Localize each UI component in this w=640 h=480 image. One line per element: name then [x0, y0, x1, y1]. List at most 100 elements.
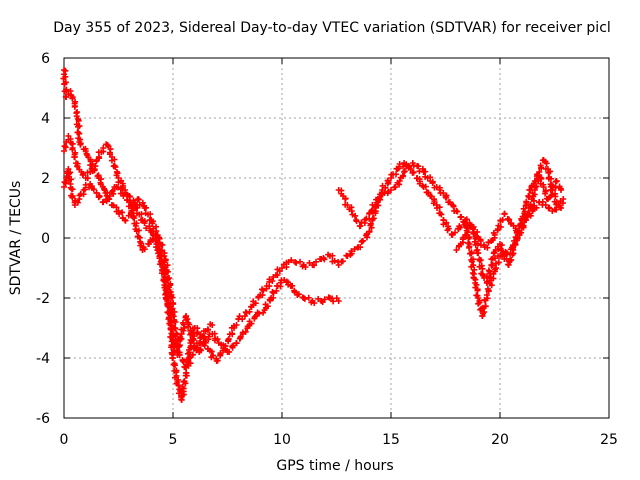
data-point: [454, 208, 461, 215]
data-point: [436, 204, 443, 211]
data-point: [197, 340, 204, 347]
data-point: [135, 196, 142, 203]
data-point: [183, 369, 190, 376]
data-point: [71, 103, 78, 110]
data-point: [246, 308, 253, 315]
y-tick-label: -6: [36, 411, 50, 427]
data-point: [511, 237, 518, 244]
data-point: [466, 234, 473, 241]
data-point: [112, 164, 119, 171]
data-point: [161, 282, 168, 289]
data-point: [330, 298, 337, 305]
data-point: [161, 253, 168, 259]
data-point: [138, 211, 145, 218]
data-point: [344, 202, 351, 208]
data-point: [305, 294, 312, 301]
data-point: [73, 113, 80, 120]
data-point: [377, 196, 384, 203]
data-point: [512, 225, 519, 232]
data-point: [470, 230, 477, 237]
data-point: [357, 244, 364, 251]
data-point: [321, 256, 328, 263]
data-point: [96, 193, 103, 200]
data-point: [139, 199, 146, 206]
data-point: [137, 242, 144, 249]
data-point: [476, 299, 483, 306]
data-point: [256, 310, 263, 317]
data-point: [558, 187, 565, 193]
data-point: [512, 241, 519, 248]
data-point: [101, 185, 108, 192]
data-point: [209, 352, 216, 359]
data-point: [396, 160, 403, 167]
data-point: [237, 334, 244, 341]
data-point: [143, 225, 150, 232]
data-point: [122, 217, 129, 224]
data-point: [87, 156, 94, 163]
data-point: [523, 199, 530, 206]
data-point: [180, 321, 187, 328]
data-point: [537, 174, 544, 181]
data-point: [83, 150, 90, 157]
data-point: [463, 231, 470, 238]
data-point: [474, 240, 481, 247]
y-tick-label: 0: [41, 231, 50, 247]
data-point: [61, 80, 68, 87]
data-point: [331, 257, 338, 264]
data-point: [61, 143, 68, 150]
data-point: [173, 330, 180, 337]
data-point: [141, 246, 148, 253]
data-point: [68, 186, 75, 193]
data-point: [422, 183, 429, 190]
data-point: [552, 184, 559, 191]
data-point: [366, 215, 373, 222]
data-point: [479, 271, 486, 278]
data-point: [169, 305, 176, 312]
data-point: [173, 372, 180, 379]
data-point: [161, 259, 168, 266]
data-point: [241, 313, 248, 319]
data-point: [452, 229, 459, 236]
data-point: [466, 243, 473, 250]
data-point: [180, 378, 187, 385]
data-points: [60, 67, 567, 403]
data-point: [393, 171, 400, 178]
data-point: [474, 286, 481, 293]
data-point: [123, 191, 130, 198]
data-point: [279, 265, 285, 271]
axis-ticks: 0 5 10 15 20 25 -6 -4 -2 0 2 4 6: [36, 51, 618, 448]
data-point: [527, 212, 534, 219]
data-point: [429, 180, 436, 187]
data-point: [416, 168, 423, 175]
data-point: [208, 348, 215, 355]
data-point: [560, 196, 567, 202]
data-point: [187, 330, 194, 337]
data-point: [164, 262, 171, 269]
data-point: [164, 268, 171, 275]
data-point: [180, 385, 187, 392]
x-tick-label: 5: [169, 432, 178, 448]
data-point: [474, 250, 481, 257]
data-point: [147, 211, 154, 218]
data-point: [285, 279, 292, 286]
data-point: [82, 181, 89, 188]
data-point: [251, 314, 258, 321]
data-point: [507, 257, 514, 264]
y-tick-label: 4: [41, 111, 50, 127]
data-point: [276, 268, 283, 275]
data-point: [542, 202, 549, 208]
x-tick-label: 15: [382, 432, 400, 448]
data-point: [301, 295, 308, 302]
y-tick-label: -4: [36, 351, 50, 367]
data-point: [169, 355, 176, 362]
data-point: [491, 231, 498, 238]
data-point: [172, 325, 179, 332]
data-point: [353, 218, 360, 225]
data-point: [406, 163, 413, 170]
data-point: [385, 179, 392, 186]
data-point: [175, 336, 182, 343]
data-point: [457, 224, 464, 231]
data-point: [351, 246, 358, 253]
data-point: [555, 202, 562, 208]
data-point: [164, 276, 171, 283]
